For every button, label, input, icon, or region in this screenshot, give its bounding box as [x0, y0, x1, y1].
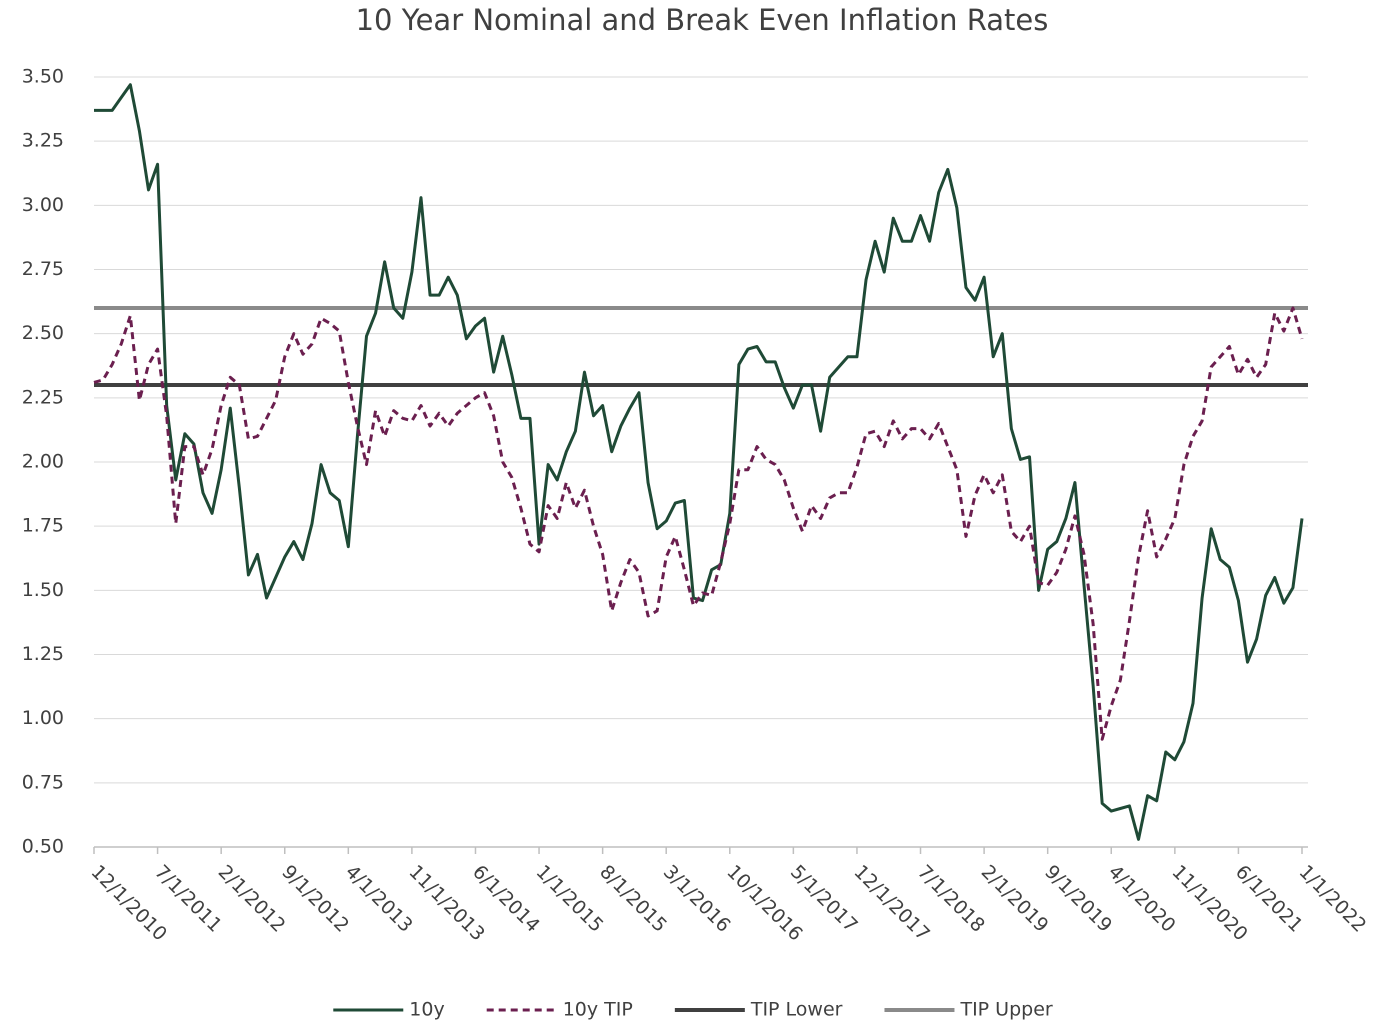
y-tick-label: 2.75 [22, 258, 64, 280]
legend-label: 10y TIP [563, 999, 633, 1021]
y-tick-label: 1.00 [22, 707, 64, 729]
y-tick-label: 0.75 [22, 771, 64, 793]
y-tick-label: 2.00 [22, 451, 64, 473]
x-tick-label: 1/1/2022 [1295, 861, 1371, 937]
x-tick-label: 4/1/2020 [1104, 861, 1180, 937]
y-tick-label: 1.75 [22, 515, 64, 537]
legend-label: 10y [409, 999, 444, 1021]
x-tick-label: 8/1/2015 [595, 861, 671, 937]
legend-label: TIP Lower [750, 999, 843, 1021]
y-tick-label: 2.25 [22, 386, 64, 408]
y-tick-label: 0.50 [22, 836, 64, 858]
y-tick-label: 3.00 [22, 194, 64, 216]
series-line [93, 306, 1304, 741]
y-tick-label: 1.25 [22, 643, 64, 665]
x-tick-label: 9/1/2019 [1040, 861, 1116, 937]
x-tick-label: 4/1/2013 [341, 861, 417, 937]
x-tick-label: 2/1/2012 [214, 861, 290, 937]
y-tick-label: 3.25 [22, 130, 64, 152]
x-tick-label: 1/1/2015 [532, 861, 608, 937]
y-tick-label: 1.50 [22, 579, 64, 601]
x-tick-label: 3/1/2016 [659, 861, 735, 937]
legend-label: TIP Upper [959, 999, 1052, 1021]
y-tick-label: 3.50 [22, 66, 64, 88]
chart-title: 10 Year Nominal and Break Even Inflation… [356, 3, 1049, 37]
y-tick-label: 2.50 [22, 322, 64, 344]
x-tick-label: 9/1/2012 [277, 861, 353, 937]
x-tick-label: 2/1/2019 [977, 861, 1053, 937]
